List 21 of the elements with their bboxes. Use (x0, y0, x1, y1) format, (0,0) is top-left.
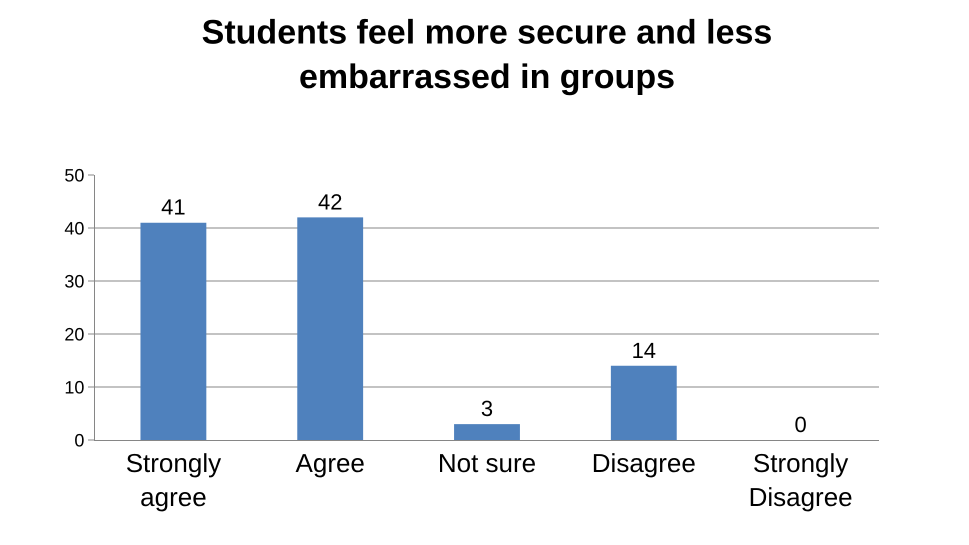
y-tick-label: 20 (64, 324, 84, 344)
x-tick-label: Agree (296, 448, 365, 478)
y-tick-label: 30 (64, 271, 84, 292)
y-tick-label: 50 (64, 165, 84, 186)
x-tick-label: Disagree (592, 448, 696, 478)
y-tick-label: 10 (64, 377, 84, 398)
x-tick-label: Strongly Disagree (748, 448, 853, 512)
x-tick-label: Not sure (438, 448, 536, 478)
bar (454, 424, 520, 440)
y-tick-label: 40 (64, 218, 84, 238)
bar (140, 222, 206, 440)
chart-title: Students feel more secure and less embarrassed in groups (202, 14, 772, 96)
data-label: 3 (480, 396, 494, 422)
data-label: 14 (632, 338, 656, 363)
data-label: 41 (161, 194, 186, 220)
bar (610, 366, 677, 440)
x-tick-label: Strongly agree (126, 448, 222, 512)
data-label: 0 (794, 412, 807, 437)
bar (297, 217, 364, 440)
data-label: 42 (318, 189, 342, 214)
y-tick-label: 0 (74, 430, 84, 450)
